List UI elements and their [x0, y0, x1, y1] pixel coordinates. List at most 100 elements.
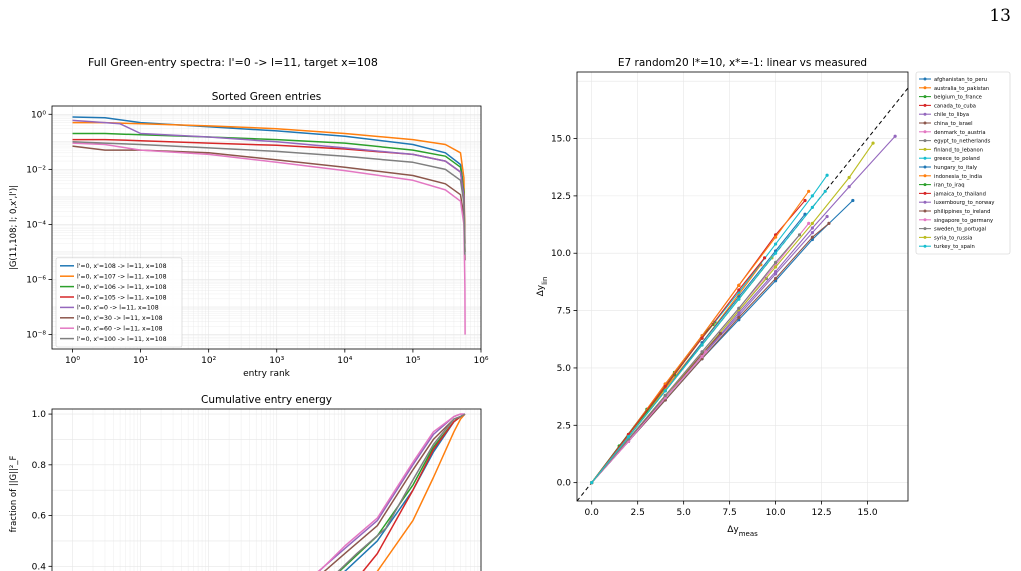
- page-number: 13: [989, 6, 1011, 26]
- legend-label: l'=0, x'=106 -> l=11, x=108: [77, 284, 167, 291]
- legend-box: [55, 257, 183, 348]
- data-point: [807, 189, 811, 193]
- data-point: [737, 288, 741, 292]
- legend-label: l'=0, x'=30 -> l=11, x=108: [77, 315, 163, 322]
- data-point: [774, 265, 778, 269]
- legend-label: iran_to_iraq: [934, 183, 964, 189]
- data-point: [774, 276, 778, 281]
- legend-label: l'=0, x'=100 -> l=11, x=108: [77, 336, 167, 343]
- y-axis-label: Δylin: [536, 277, 549, 297]
- data-point: [737, 306, 741, 310]
- x-tick-label: 15.0: [858, 508, 878, 518]
- legend-label: denmark_to_austria: [934, 130, 986, 136]
- data-point: [851, 198, 855, 203]
- y-tick-label: 10⁻⁶: [26, 276, 46, 286]
- y-tick-label: 0.8: [32, 461, 47, 471]
- legend-marker: [923, 95, 927, 99]
- data-point: [810, 194, 814, 198]
- data-point: [810, 221, 814, 226]
- legend-marker: [923, 227, 927, 231]
- legend-label: finland_to_lebanon: [934, 147, 983, 153]
- legend-marker: [923, 191, 927, 195]
- legend-marker: [923, 183, 927, 187]
- legend-label: australia_to_pakistan: [934, 86, 989, 92]
- legend-label: hungary_to_italy: [934, 165, 977, 171]
- legend-box: [915, 71, 1011, 255]
- x-tick-label: 10⁵: [405, 356, 420, 366]
- series-line: [591, 234, 800, 483]
- legend-marker: [923, 77, 927, 81]
- y-tick-label: 10⁻²: [26, 165, 46, 175]
- x-tick-label: 10¹: [133, 356, 148, 366]
- data-point: [700, 350, 704, 354]
- series-line: [591, 222, 830, 483]
- data-point: [847, 175, 851, 180]
- legend-label: syria_to_russia: [934, 235, 972, 241]
- y-axis-label: |G(11,108; l; 0,x',l')|: [9, 185, 19, 270]
- y-tick-label: 12.5: [551, 192, 571, 202]
- y-tick-label: 0.4: [32, 562, 47, 571]
- legend-label: afghanistan_to_peru: [934, 77, 987, 83]
- data-point: [774, 260, 778, 265]
- legend-marker: [923, 156, 927, 160]
- data-point: [700, 336, 704, 340]
- legend-marker: [923, 174, 927, 178]
- data-point: [797, 233, 802, 237]
- data-point: [893, 134, 897, 138]
- series-line: [591, 257, 766, 483]
- series-line: [591, 142, 874, 483]
- y-tick-label: 1.0: [32, 410, 47, 420]
- x-tick-label: 2.5: [631, 508, 645, 518]
- legend-label: jamaica_to_thailand: [933, 191, 986, 197]
- legend-marker: [923, 121, 927, 125]
- data-point: [704, 350, 708, 354]
- series-line: [72, 141, 466, 255]
- series-line: [317, 413, 465, 571]
- legend-marker: [923, 147, 927, 151]
- series-line: [337, 413, 466, 571]
- legend-label: greece_to_poland: [934, 156, 980, 162]
- y-tick-label: 15.0: [551, 135, 571, 145]
- data-point: [737, 283, 741, 287]
- x-tick-label: 10²: [201, 356, 216, 366]
- legend-label: china_to_israel: [934, 121, 973, 127]
- data-point: [823, 189, 827, 193]
- legend-marker: [923, 209, 927, 213]
- scatter-grid: [577, 72, 908, 501]
- y-tick-label: 5.0: [557, 364, 572, 374]
- x-tick-label: 7.5: [722, 508, 736, 518]
- legend-label: luxembourg_to_norway: [934, 200, 994, 206]
- sorted-chart: 10⁰ 10¹ 10² 10³ 10⁴ 10⁵ 10⁶ 10⁻⁸ 10⁻⁶ 10⁻⁴ 10⁻² 10⁰…: [9, 91, 489, 379]
- legend-marker: [923, 244, 927, 248]
- series-line: [72, 119, 466, 261]
- data-point: [774, 251, 778, 255]
- y-tick-label: 10⁰: [31, 110, 46, 120]
- legend-label: belgium_to_france: [934, 95, 982, 101]
- y-tick-label: 0.0: [557, 479, 572, 489]
- legend-marker: [923, 112, 927, 116]
- data-point: [590, 481, 594, 485]
- cumulative-title: Cumulative entry energy: [201, 394, 332, 406]
- legend-label: l'=0, x'=0 -> l=11, x=108: [77, 305, 159, 312]
- data-point: [700, 354, 704, 359]
- figure-title: Full Green-entry spectra: l'=0 -> l=11, …: [88, 56, 378, 69]
- legend-marker: [923, 165, 927, 169]
- scatter-title: E7 random20 l*=10, x*=-1: linear vs meas…: [618, 57, 867, 69]
- legend-marker: [923, 130, 927, 134]
- series-line: [72, 145, 466, 261]
- scatter-frame: [576, 71, 909, 502]
- x-axis-label: entry rank: [243, 369, 291, 379]
- data-point: [810, 205, 814, 209]
- y-tick-label: 10⁻⁸: [26, 331, 46, 341]
- data-point: [737, 311, 741, 315]
- series-line: [72, 121, 466, 244]
- sorted-frame: [51, 105, 482, 350]
- cumulative-grid: [52, 409, 482, 571]
- scatter-chart: 0.0 2.5 5.0 7.5 10.0 12.5 15.0 0.0 2.5 5.0 7.5 10.0…: [536, 57, 1011, 538]
- legend-marker: [923, 139, 927, 143]
- data-point: [825, 214, 829, 219]
- series-line: [376, 413, 466, 571]
- data-point: [663, 393, 667, 398]
- legend-label: l'=0, x'=107 -> l=11, x=108: [77, 274, 167, 281]
